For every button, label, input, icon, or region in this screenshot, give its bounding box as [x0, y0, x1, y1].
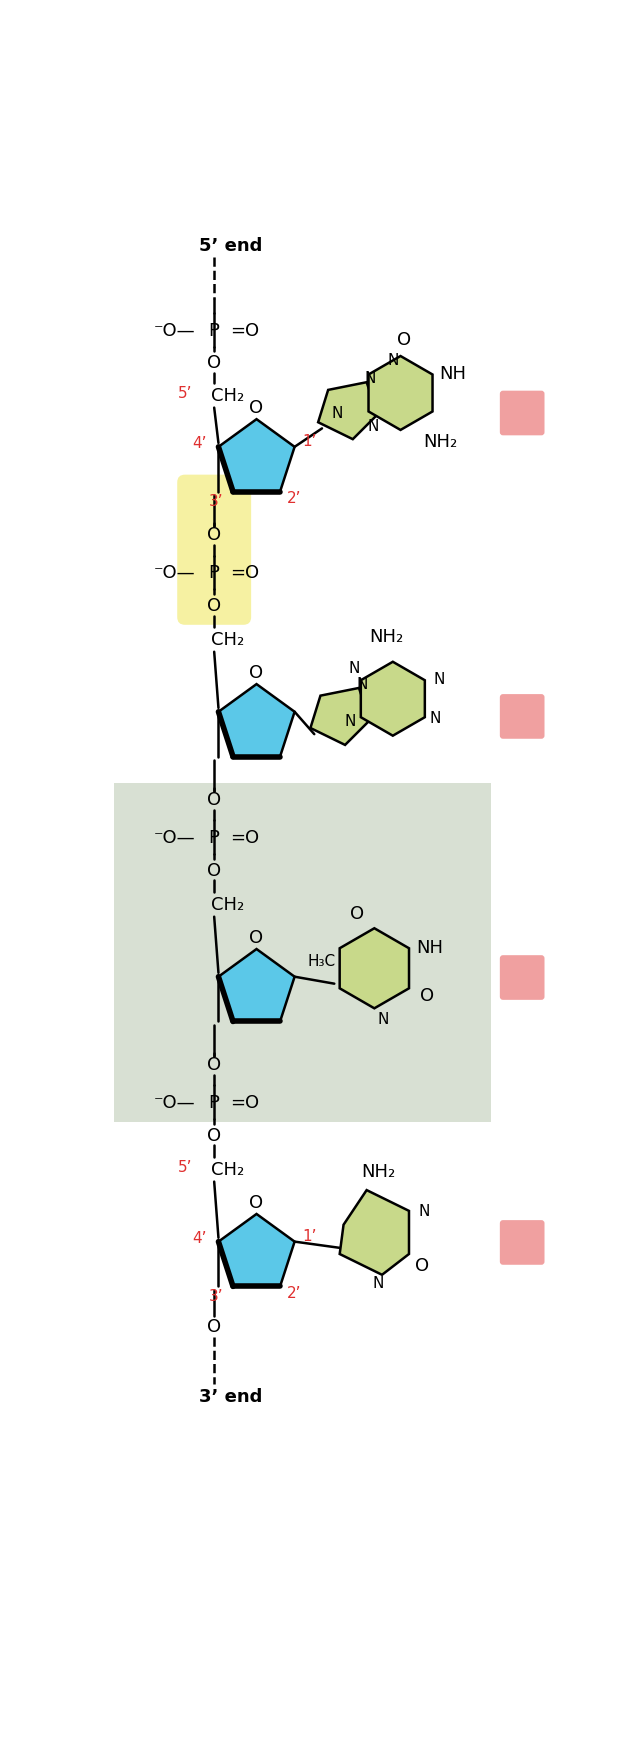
- Text: N: N: [349, 662, 360, 676]
- Text: C: C: [512, 1228, 533, 1257]
- Text: 5’: 5’: [178, 386, 193, 400]
- Text: O: O: [249, 398, 264, 416]
- Text: G: G: [511, 400, 533, 428]
- Text: N: N: [364, 370, 376, 386]
- FancyBboxPatch shape: [500, 695, 545, 739]
- Text: =O: =O: [231, 321, 260, 340]
- Text: N: N: [429, 711, 441, 727]
- Polygon shape: [219, 684, 295, 756]
- Text: CH₂: CH₂: [211, 632, 245, 649]
- Text: 1’: 1’: [303, 433, 317, 449]
- Text: P: P: [209, 321, 220, 340]
- Text: O: O: [207, 790, 221, 809]
- Text: NH₂: NH₂: [424, 432, 458, 451]
- Text: ⁻O—: ⁻O—: [153, 1093, 195, 1111]
- Text: 2’: 2’: [287, 491, 301, 505]
- Text: O: O: [350, 904, 364, 923]
- FancyBboxPatch shape: [500, 956, 545, 1000]
- Polygon shape: [310, 688, 369, 746]
- Text: N: N: [345, 713, 356, 728]
- Text: N: N: [356, 676, 368, 691]
- Text: =O: =O: [231, 563, 260, 583]
- Text: N: N: [378, 1011, 389, 1027]
- Text: =O: =O: [231, 828, 260, 848]
- Polygon shape: [369, 356, 432, 430]
- Polygon shape: [361, 662, 425, 737]
- Text: N: N: [387, 353, 399, 367]
- Text: O: O: [415, 1257, 429, 1274]
- Text: T: T: [513, 963, 531, 992]
- Text: P: P: [209, 563, 220, 583]
- Polygon shape: [219, 1214, 295, 1286]
- Polygon shape: [318, 383, 378, 441]
- Text: N: N: [331, 405, 343, 421]
- Text: P: P: [209, 1093, 220, 1111]
- Text: 5’: 5’: [178, 1158, 193, 1174]
- Text: O: O: [207, 1127, 221, 1144]
- Text: NH: NH: [439, 365, 467, 383]
- Text: N: N: [434, 672, 445, 686]
- Text: ⁻O—: ⁻O—: [153, 563, 195, 583]
- Text: CH₂: CH₂: [211, 895, 245, 914]
- Text: 3’: 3’: [209, 1288, 224, 1304]
- Text: O: O: [207, 355, 221, 372]
- FancyBboxPatch shape: [500, 391, 545, 435]
- Text: ⁻O—: ⁻O—: [153, 828, 195, 848]
- Polygon shape: [219, 419, 295, 493]
- Text: P: P: [209, 828, 220, 848]
- Text: 1’: 1’: [303, 1228, 317, 1243]
- Text: O: O: [207, 1318, 221, 1336]
- Text: O: O: [207, 862, 221, 879]
- Text: NH₂: NH₂: [361, 1162, 396, 1179]
- Text: 4’: 4’: [192, 437, 206, 451]
- Text: N: N: [373, 1276, 384, 1290]
- Text: 5’ end: 5’ end: [199, 237, 262, 254]
- Text: O: O: [249, 663, 264, 681]
- Polygon shape: [340, 1190, 409, 1276]
- Text: 3’ end: 3’ end: [199, 1386, 262, 1406]
- Text: CH₂: CH₂: [211, 388, 245, 405]
- Text: H₃C: H₃C: [308, 953, 336, 969]
- Text: O: O: [420, 986, 434, 1004]
- Text: O: O: [249, 928, 264, 946]
- FancyBboxPatch shape: [177, 476, 251, 625]
- Text: A: A: [511, 704, 533, 732]
- Text: CH₂: CH₂: [211, 1160, 245, 1179]
- Text: =O: =O: [231, 1093, 260, 1111]
- FancyBboxPatch shape: [500, 1220, 545, 1265]
- Text: 2’: 2’: [287, 1285, 301, 1300]
- Text: ⁻O—: ⁻O—: [153, 321, 195, 340]
- Text: 3’: 3’: [209, 495, 224, 509]
- Text: 4’: 4’: [192, 1230, 206, 1246]
- Text: O: O: [207, 526, 221, 544]
- Text: O: O: [249, 1193, 264, 1211]
- Text: O: O: [207, 597, 221, 614]
- Text: NH: NH: [416, 939, 444, 956]
- Text: O: O: [397, 332, 411, 349]
- Text: N: N: [419, 1204, 430, 1218]
- Bar: [114, 784, 492, 1123]
- Text: O: O: [207, 1055, 221, 1074]
- Text: NH₂: NH₂: [369, 627, 404, 646]
- Polygon shape: [340, 928, 409, 1009]
- Text: N: N: [368, 419, 379, 433]
- Polygon shape: [219, 949, 295, 1021]
